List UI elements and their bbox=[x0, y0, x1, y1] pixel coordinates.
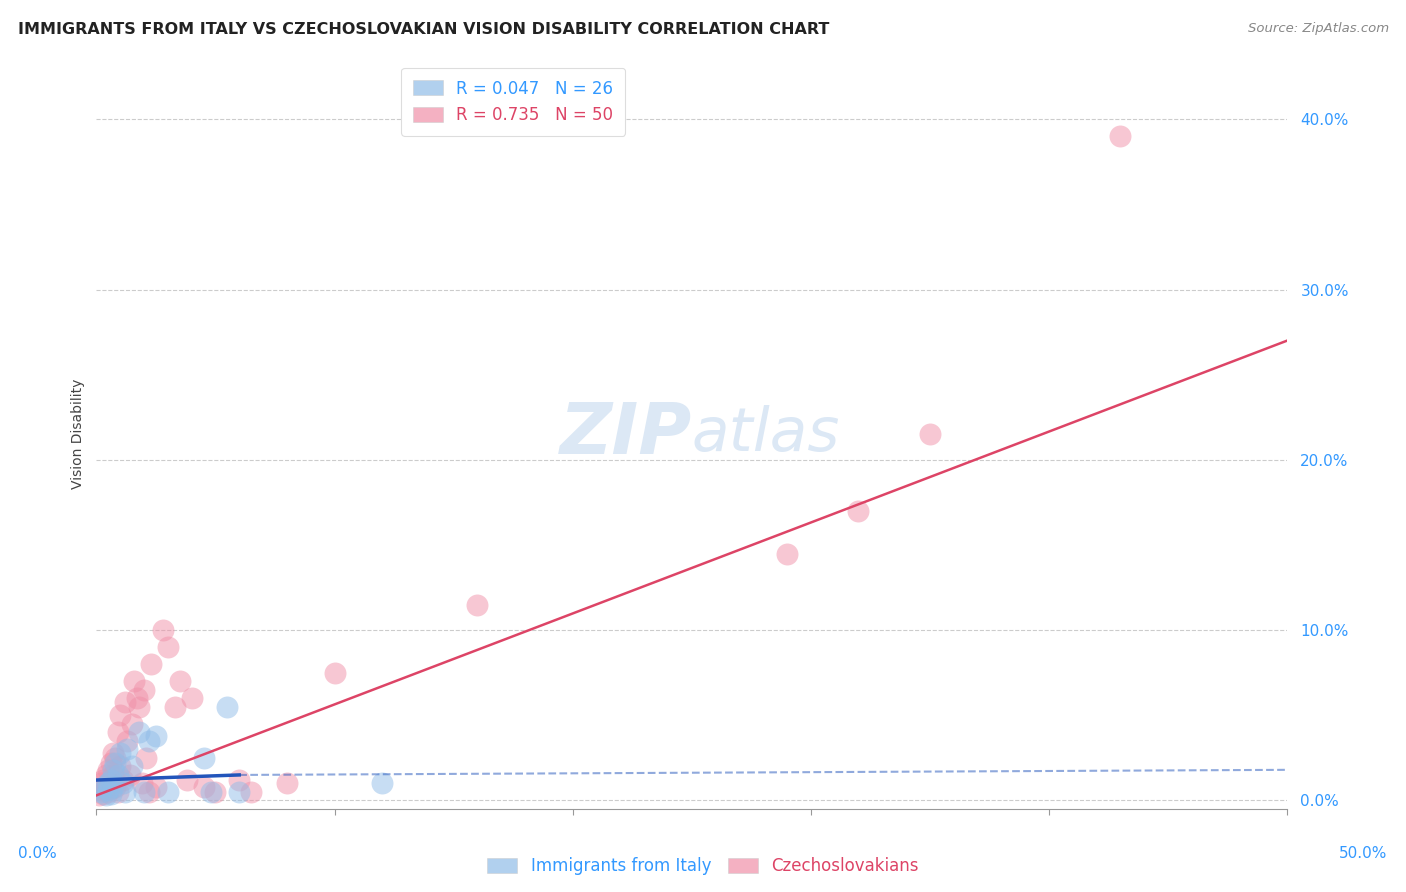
Point bbox=[108, 759, 131, 773]
Y-axis label: Vision Disability: Vision Disability bbox=[72, 379, 86, 490]
Point bbox=[132, 785, 155, 799]
Point bbox=[371, 776, 394, 790]
Point bbox=[90, 785, 112, 799]
Point bbox=[138, 785, 160, 799]
Point bbox=[135, 751, 157, 765]
Point bbox=[97, 783, 120, 797]
Point bbox=[100, 756, 122, 770]
Legend: Immigrants from Italy, Czechoslovakians: Immigrants from Italy, Czechoslovakians bbox=[479, 849, 927, 884]
Point bbox=[204, 785, 226, 799]
Point bbox=[132, 682, 155, 697]
Point bbox=[131, 776, 153, 790]
Point bbox=[125, 691, 148, 706]
Point bbox=[93, 780, 115, 794]
Point bbox=[156, 640, 179, 655]
Point bbox=[776, 547, 799, 561]
Point bbox=[918, 427, 941, 442]
Point bbox=[94, 789, 117, 803]
Point bbox=[156, 785, 179, 799]
Point bbox=[101, 763, 124, 777]
Point bbox=[217, 699, 239, 714]
Point bbox=[145, 780, 167, 794]
Text: atlas: atlas bbox=[692, 405, 841, 464]
Point bbox=[100, 776, 122, 790]
Point bbox=[101, 780, 124, 794]
Point bbox=[87, 789, 110, 803]
Point bbox=[200, 785, 222, 799]
Point bbox=[108, 746, 131, 760]
Point bbox=[138, 734, 160, 748]
Point bbox=[193, 751, 215, 765]
Text: IMMIGRANTS FROM ITALY VS CZECHOSLOVAKIAN VISION DISABILITY CORRELATION CHART: IMMIGRANTS FROM ITALY VS CZECHOSLOVAKIAN… bbox=[18, 22, 830, 37]
Point bbox=[111, 772, 134, 787]
Point bbox=[121, 716, 143, 731]
Point bbox=[169, 674, 191, 689]
Point bbox=[101, 768, 124, 782]
Point bbox=[111, 776, 134, 790]
Point bbox=[97, 776, 120, 790]
Point bbox=[97, 785, 120, 799]
Point bbox=[145, 729, 167, 743]
Point bbox=[193, 780, 215, 794]
Point bbox=[108, 708, 131, 723]
Point bbox=[94, 780, 117, 794]
Point bbox=[467, 598, 489, 612]
Point bbox=[118, 768, 141, 782]
Point bbox=[101, 746, 124, 760]
Point bbox=[114, 785, 136, 799]
Point bbox=[90, 783, 112, 797]
Point bbox=[117, 742, 139, 756]
Point bbox=[121, 759, 143, 773]
Point bbox=[104, 751, 127, 765]
Point bbox=[228, 772, 250, 787]
Point bbox=[848, 504, 870, 518]
Text: 50.0%: 50.0% bbox=[1340, 846, 1388, 861]
Point bbox=[114, 695, 136, 709]
Point bbox=[104, 756, 127, 770]
Point bbox=[93, 772, 115, 787]
Point bbox=[100, 787, 122, 801]
Point bbox=[100, 772, 122, 787]
Point bbox=[240, 785, 263, 799]
Point bbox=[139, 657, 162, 672]
Point bbox=[107, 768, 129, 782]
Point bbox=[104, 780, 127, 794]
Point bbox=[107, 785, 129, 799]
Point bbox=[176, 772, 198, 787]
Point bbox=[90, 776, 112, 790]
Point bbox=[323, 665, 346, 680]
Point bbox=[276, 776, 298, 790]
Point bbox=[1109, 129, 1132, 144]
Legend: R = 0.047   N = 26, R = 0.735   N = 50: R = 0.047 N = 26, R = 0.735 N = 50 bbox=[401, 68, 624, 136]
Text: ZIP: ZIP bbox=[560, 400, 692, 469]
Point bbox=[97, 763, 120, 777]
Point bbox=[228, 785, 250, 799]
Text: Source: ZipAtlas.com: Source: ZipAtlas.com bbox=[1249, 22, 1389, 36]
Point bbox=[94, 768, 117, 782]
Point bbox=[124, 674, 146, 689]
Point bbox=[107, 725, 129, 739]
Point bbox=[163, 699, 186, 714]
Point bbox=[128, 725, 150, 739]
Point bbox=[128, 699, 150, 714]
Text: 0.0%: 0.0% bbox=[18, 846, 58, 861]
Point bbox=[152, 623, 174, 637]
Point bbox=[117, 734, 139, 748]
Point bbox=[93, 787, 115, 801]
Point bbox=[180, 691, 202, 706]
